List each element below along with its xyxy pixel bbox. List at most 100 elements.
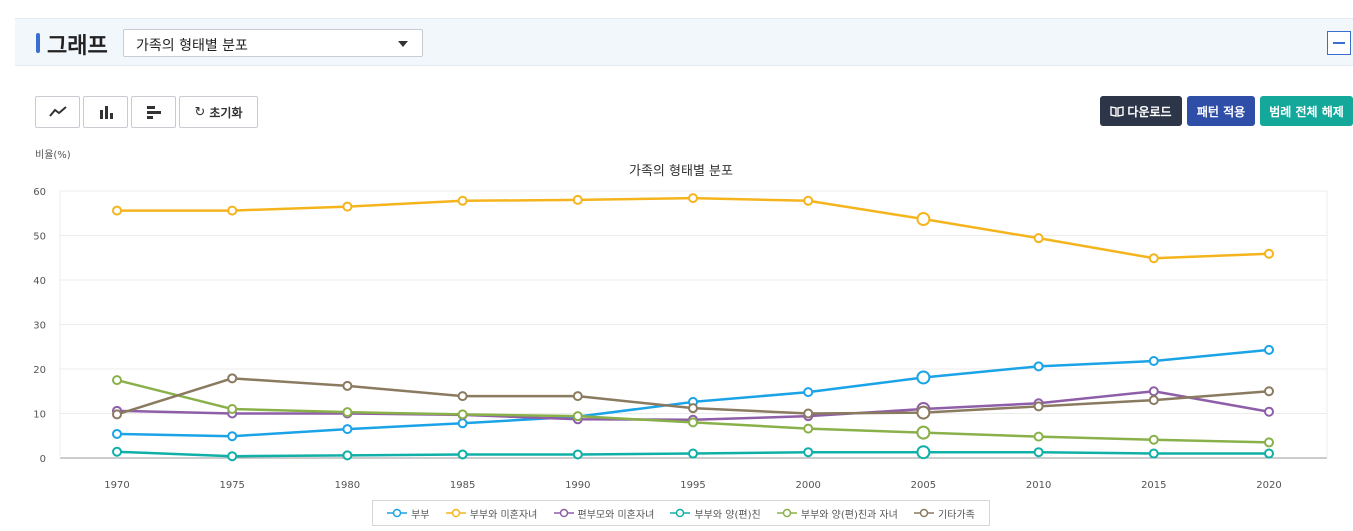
data-point[interactable] [803, 387, 814, 398]
horizontal-bar-chart-icon [146, 106, 161, 119]
data-point[interactable] [688, 448, 698, 459]
legend-marker-icon [670, 508, 691, 518]
data-point[interactable] [803, 423, 814, 434]
legend-label: 기타가족 [938, 509, 975, 521]
legend-label: 부부 [411, 509, 430, 521]
data-point[interactable] [1148, 253, 1159, 264]
bar-chart-icon [99, 106, 113, 119]
data-point[interactable] [1264, 386, 1274, 397]
reset-button[interactable]: ↻ 초기화 [179, 96, 258, 128]
legend-item-3[interactable]: 편부모와 미혼자녀 [553, 506, 654, 521]
data-point[interactable] [1264, 437, 1274, 448]
data-point[interactable] [342, 380, 353, 391]
data-point[interactable] [227, 404, 238, 415]
data-point[interactable] [1033, 401, 1044, 412]
x-tick-label: 2020 [1256, 480, 1281, 491]
data-point[interactable] [1264, 448, 1274, 459]
data-point[interactable] [803, 408, 814, 419]
data-point[interactable] [572, 194, 583, 205]
legend-clear-label: 범례 전체 해제 [1269, 104, 1344, 119]
y-axis-label: 비율(%) [35, 149, 71, 161]
chart-legend: 부부 부부와 미혼자녀 편부모와 미혼자녀 부부와 양(편)친 부부와 양(편)친과 자… [372, 500, 990, 526]
data-point[interactable] [1148, 355, 1159, 366]
data-point[interactable] [112, 446, 122, 457]
line-chart-icon [48, 106, 67, 117]
data-point[interactable] [803, 195, 814, 206]
y-tick-label: 40 [33, 276, 46, 287]
data-point[interactable] [1264, 406, 1274, 417]
x-tick-label: 2005 [911, 480, 936, 491]
legend-marker-icon [445, 508, 466, 518]
data-point[interactable] [457, 418, 468, 429]
line-chart-button[interactable] [35, 96, 80, 128]
legend-clear-button[interactable]: 범례 전체 해제 [1260, 96, 1353, 126]
legend-marker-icon [553, 508, 574, 518]
y-tick-label: 10 [33, 410, 46, 421]
legend-label: 부부와 미혼자녀 [469, 509, 538, 521]
data-point[interactable] [916, 445, 931, 460]
data-point[interactable] [457, 391, 468, 402]
data-point[interactable] [112, 205, 122, 216]
data-point[interactable] [1033, 431, 1044, 442]
data-point[interactable] [916, 425, 931, 440]
legend-item-2[interactable]: 부부와 미혼자녀 [445, 506, 538, 521]
chart-type-select[interactable]: 가족의 형태별 분포 [123, 29, 423, 57]
download-button[interactable]: 다운로드 [1100, 96, 1182, 126]
x-tick-label: 2010 [1026, 480, 1051, 491]
y-tick-label: 20 [33, 365, 46, 376]
chart-select-value: 가족의 형태별 분포 [136, 38, 248, 54]
x-tick-label: 1990 [565, 480, 590, 491]
data-point[interactable] [1148, 395, 1159, 406]
data-point[interactable] [227, 373, 238, 384]
x-tick-label: 1980 [335, 480, 360, 491]
data-point[interactable] [457, 409, 468, 420]
data-point[interactable] [572, 411, 583, 422]
data-point[interactable] [916, 405, 931, 420]
data-point[interactable] [342, 424, 353, 435]
dropdown-arrow-icon [398, 41, 408, 47]
data-point[interactable] [1148, 386, 1159, 397]
data-point[interactable] [342, 201, 353, 212]
data-point[interactable] [803, 447, 814, 458]
legend-label: 부부와 양(편)친 [694, 509, 761, 521]
legend-marker-icon [387, 508, 408, 518]
data-point[interactable] [342, 450, 353, 461]
data-point[interactable] [227, 205, 238, 216]
data-point[interactable] [457, 195, 468, 206]
y-tick-label: 50 [33, 232, 46, 243]
x-tick-label: 2015 [1141, 480, 1166, 491]
data-point[interactable] [916, 212, 931, 227]
data-point[interactable] [112, 428, 122, 439]
data-point[interactable] [1033, 447, 1044, 458]
data-point[interactable] [1148, 448, 1159, 459]
download-label: 다운로드 [1127, 104, 1172, 119]
data-point[interactable] [1264, 344, 1274, 355]
y-tick-label: 30 [33, 321, 46, 332]
data-point[interactable] [688, 193, 698, 204]
data-point[interactable] [572, 449, 583, 460]
data-point[interactable] [1148, 434, 1159, 445]
collapse-button[interactable] [1327, 31, 1351, 55]
data-point[interactable] [112, 375, 122, 386]
data-point[interactable] [688, 403, 698, 414]
data-point[interactable] [342, 407, 353, 418]
bar-chart-button[interactable] [83, 96, 128, 128]
legend-item-1[interactable]: 부부 [387, 506, 430, 521]
data-point[interactable] [112, 409, 122, 420]
data-point[interactable] [1033, 233, 1044, 244]
data-point[interactable] [572, 391, 583, 402]
legend-item-5[interactable]: 부부와 양(편)친과 자녀 [776, 506, 898, 521]
data-point[interactable] [688, 417, 698, 428]
legend-marker-icon [776, 508, 797, 518]
data-point[interactable] [227, 431, 238, 442]
data-point[interactable] [1033, 361, 1044, 372]
legend-item-4[interactable]: 부부와 양(편)친 [670, 506, 761, 521]
legend-item-6[interactable]: 기타가족 [914, 506, 975, 521]
pattern-apply-button[interactable]: 패턴 적용 [1187, 96, 1255, 126]
legend-label: 부부와 양(편)친과 자녀 [800, 509, 898, 521]
data-point[interactable] [916, 370, 931, 385]
data-point[interactable] [1264, 248, 1274, 259]
data-point[interactable] [227, 451, 238, 462]
horizontal-bar-chart-button[interactable] [131, 96, 176, 128]
data-point[interactable] [457, 449, 468, 460]
